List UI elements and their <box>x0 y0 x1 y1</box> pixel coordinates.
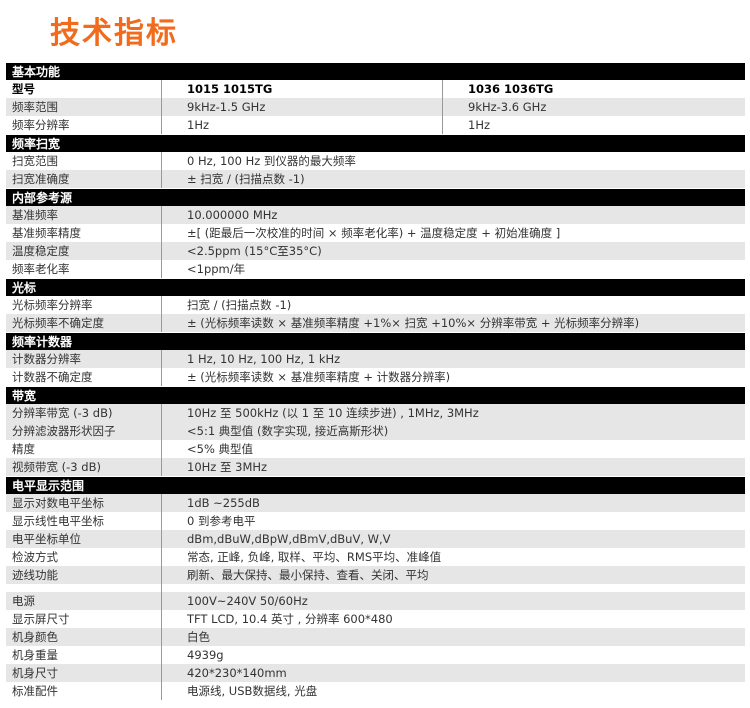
section-header: 频率计数器 <box>6 333 745 350</box>
spec-value: 1015 1015TG <box>162 80 443 98</box>
spec-label: 机身颜色 <box>6 628 162 646</box>
spec-value: 10.000000 MHz <box>187 208 278 222</box>
spec-label: 标准配件 <box>6 682 162 700</box>
spec-label: 电平坐标单位 <box>6 530 162 548</box>
spec-row: 基准频率 10.000000 MHz <box>6 206 745 224</box>
spec-value: 9kHz-3.6 GHz <box>468 100 547 114</box>
spec-label: 电源 <box>6 592 162 610</box>
spec-label: 检波方式 <box>6 548 162 566</box>
section-header: 光标 <box>6 279 745 296</box>
spec-label: 频率分辨率 <box>6 116 162 134</box>
spec-value: <5% 典型值 <box>187 442 254 456</box>
spec-label: 显示对数电平坐标 <box>6 494 162 512</box>
spec-row: 分辨滤波器形状因子 <5:1 典型值 (数字实现, 接近高斯形状) <box>6 422 745 440</box>
spec-value: ± (光标频率读数 × 基准频率精度 + 计数器分辨率) <box>187 370 451 384</box>
spec-label: 型号 <box>6 80 162 98</box>
spec-label: 分辨率带宽 (-3 dB) <box>6 404 162 422</box>
spec-label: 频率老化率 <box>6 260 162 278</box>
spec-row: 频率范围 9kHz-1.5 GHz 9kHz-3.6 GHz <box>6 98 745 116</box>
spec-label: 机身重量 <box>6 646 162 664</box>
spec-row: 计数器分辨率 1 Hz, 10 Hz, 100 Hz, 1 kHz <box>6 350 745 368</box>
spec-value: <2.5ppm (15°C至35°C) <box>187 244 322 258</box>
section-header: 带宽 <box>6 387 745 404</box>
spec-value: 1dB ~255dB <box>187 496 260 510</box>
spec-label: 机身尺寸 <box>6 664 162 682</box>
spec-row: 电源 100V~240V 50/60Hz <box>6 592 745 610</box>
spec-row: 计数器不确定度 ± (光标频率读数 × 基准频率精度 + 计数器分辨率) <box>6 368 745 386</box>
spec-label: 显示线性电平坐标 <box>6 512 162 530</box>
spec-value: 刷新、最大保持、最小保持、查看、关闭、平均 <box>187 568 429 582</box>
spec-value: 0 到参考电平 <box>187 514 256 528</box>
spec-row: 频率老化率 <1ppm/年 <box>6 260 745 278</box>
spec-label: 光标频率分辨率 <box>6 296 162 314</box>
spec-row: 扫宽准确度 ± 扫宽 / (扫描点数 -1) <box>6 170 745 188</box>
spacer-divider <box>6 584 162 592</box>
spec-value: 10Hz 至 3MHz <box>187 460 268 474</box>
section-header: 内部参考源 <box>6 189 745 206</box>
spec-value: 1Hz <box>468 118 491 132</box>
spec-label: 计数器不确定度 <box>6 368 162 386</box>
spec-value: ± (光标频率读数 × 基准频率精度 +1%× 扫宽 +10%× 分辨率带宽 +… <box>187 316 640 330</box>
spec-label: 精度 <box>6 440 162 458</box>
spec-value: 100V~240V 50/60Hz <box>187 594 308 608</box>
spec-value: 常态, 正峰, 负峰, 取样、平均、RMS平均、准峰值 <box>187 550 442 564</box>
spec-value: 电源线, USB数据线, 光盘 <box>187 684 318 698</box>
spec-table: 基本功能 型号 1015 1015TG 1036 1036TG 频率范围 9kHz-1.5… <box>6 62 745 700</box>
spec-value: 1 Hz, 10 Hz, 100 Hz, 1 kHz <box>187 352 341 366</box>
spec-row: 标准配件 电源线, USB数据线, 光盘 <box>6 682 745 700</box>
spec-value: 10Hz 至 500kHz (以 1 至 10 连续步进) , 1MHz, 3M… <box>187 406 479 420</box>
spec-row: 电平坐标单位 dBm,dBuW,dBpW,dBmV,dBuV, W,V <box>6 530 745 548</box>
spec-row: 光标频率不确定度 ± (光标频率读数 × 基准频率精度 +1%× 扫宽 +10%×… <box>6 314 745 332</box>
spec-label: 基准频率 <box>6 206 162 224</box>
spec-row: 迹线功能 刷新、最大保持、最小保持、查看、关闭、平均 <box>6 566 745 584</box>
spec-value: TFT LCD, 10.4 英寸 , 分辨率 600*480 <box>187 612 393 626</box>
section-header: 电平显示范围 <box>6 477 745 494</box>
spec-value: ±[ (距最后一次校准的时间 × 频率老化率) + 温度稳定度 + 初始准确度 … <box>187 226 561 240</box>
spec-value: 白色 <box>187 630 210 644</box>
spec-label: 视频带宽 (-3 dB) <box>6 458 162 476</box>
section-spacer <box>6 584 745 592</box>
spec-label: 显示屏尺寸 <box>6 610 162 628</box>
spec-value: 0 Hz, 100 Hz 到仪器的最大频率 <box>187 154 356 168</box>
spec-label: 计数器分辨率 <box>6 350 162 368</box>
spec-row: 机身尺寸 420*230*140mm <box>6 664 745 682</box>
spec-value: <1ppm/年 <box>187 262 246 276</box>
spec-value: 扫宽 / (扫描点数 -1) <box>187 298 292 312</box>
spec-value: 420*230*140mm <box>187 666 287 680</box>
spec-row: 型号 1015 1015TG 1036 1036TG <box>6 80 745 98</box>
spec-row: 分辨率带宽 (-3 dB) 10Hz 至 500kHz (以 1 至 10 连续步… <box>6 404 745 422</box>
spec-label: 迹线功能 <box>6 566 162 584</box>
spec-label: 扫宽准确度 <box>6 170 162 188</box>
spec-row: 机身重量 4939g <box>6 646 745 664</box>
spec-value: ± 扫宽 / (扫描点数 -1) <box>187 172 305 186</box>
spec-label: 扫宽范围 <box>6 152 162 170</box>
section-header: 基本功能 <box>6 63 745 80</box>
page-title: 技术指标 <box>50 16 178 51</box>
spec-value: 1Hz <box>162 116 443 134</box>
spec-value: dBm,dBuW,dBpW,dBmV,dBuV, W,V <box>187 532 391 546</box>
spec-label: 分辨滤波器形状因子 <box>6 422 162 440</box>
spec-row: 机身颜色 白色 <box>6 628 745 646</box>
spec-value: 9kHz-1.5 GHz <box>162 98 443 116</box>
spec-label: 基准频率精度 <box>6 224 162 242</box>
spec-row: 扫宽范围 0 Hz, 100 Hz 到仪器的最大频率 <box>6 152 745 170</box>
spec-value: 4939g <box>187 648 224 662</box>
spec-row: 显示对数电平坐标 1dB ~255dB <box>6 494 745 512</box>
spec-row: 显示线性电平坐标 0 到参考电平 <box>6 512 745 530</box>
spec-value: 1036 1036TG <box>468 82 554 96</box>
spec-value: <5:1 典型值 (数字实现, 接近高斯形状) <box>187 424 389 438</box>
spec-row: 光标频率分辨率 扫宽 / (扫描点数 -1) <box>6 296 745 314</box>
spec-label: 频率范围 <box>6 98 162 116</box>
section-header: 频率扫宽 <box>6 135 745 152</box>
spec-row: 视频带宽 (-3 dB) 10Hz 至 3MHz <box>6 458 745 476</box>
spec-row: 频率分辨率 1Hz 1Hz <box>6 116 745 134</box>
spec-row: 检波方式 常态, 正峰, 负峰, 取样、平均、RMS平均、准峰值 <box>6 548 745 566</box>
spec-row: 显示屏尺寸 TFT LCD, 10.4 英寸 , 分辨率 600*480 <box>6 610 745 628</box>
spec-row: 精度 <5% 典型值 <box>6 440 745 458</box>
spec-label: 温度稳定度 <box>6 242 162 260</box>
spec-label: 光标频率不确定度 <box>6 314 162 332</box>
spec-row: 温度稳定度 <2.5ppm (15°C至35°C) <box>6 242 745 260</box>
spec-row: 基准频率精度 ±[ (距最后一次校准的时间 × 频率老化率) + 温度稳定度 + … <box>6 224 745 242</box>
